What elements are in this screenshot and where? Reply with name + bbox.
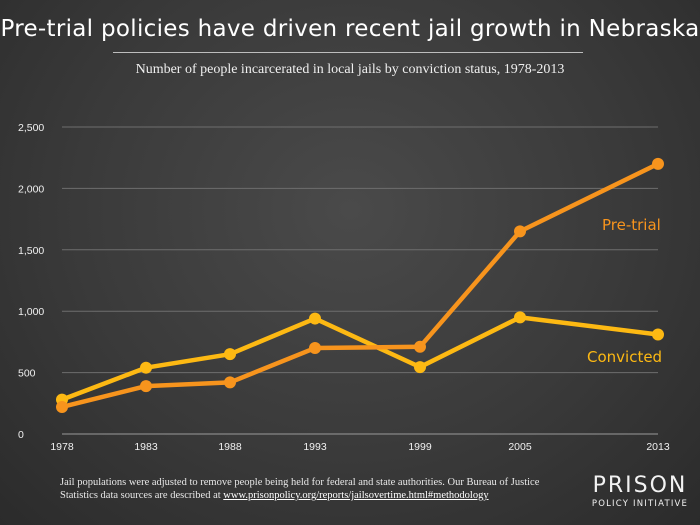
x-tick-label: 2005 xyxy=(508,441,532,453)
x-tick-label: 1988 xyxy=(218,441,242,453)
data-point-pre-trial xyxy=(224,376,236,389)
title-divider xyxy=(113,52,583,53)
y-tick-label: 2,500 xyxy=(18,122,44,134)
x-tick-label: 2013 xyxy=(646,441,670,453)
data-point-pre-trial xyxy=(514,225,526,238)
x-tick-label: 1978 xyxy=(50,441,74,453)
footer-line-2: Statistics data sources are described at… xyxy=(60,489,580,502)
data-point-convicted xyxy=(224,348,236,361)
data-point-pre-trial xyxy=(652,157,664,170)
data-point-convicted xyxy=(140,361,152,374)
footer-note: Jail populations were adjusted to remove… xyxy=(60,476,580,502)
data-point-convicted xyxy=(309,312,321,325)
y-tick-label: 0 xyxy=(18,429,24,441)
series-line-pre-trial xyxy=(61,161,659,410)
data-point-pre-trial xyxy=(309,342,321,355)
footer-line-2-prefix: Statistics data sources are described at xyxy=(60,490,224,501)
data-point-convicted xyxy=(514,311,526,324)
series-label-convicted: Convicted xyxy=(587,348,662,366)
series-label-pre-trial: Pre-trial xyxy=(602,216,661,234)
x-tick-label: 1983 xyxy=(134,441,158,453)
data-point-pre-trial xyxy=(56,400,68,413)
prison-policy-logo: PRISON POLICY INITIATIVE xyxy=(590,473,690,510)
data-point-pre-trial xyxy=(140,380,152,393)
chart-subtitle: Number of people incarcerated in local j… xyxy=(135,62,565,77)
data-point-pre-trial xyxy=(414,340,426,353)
logo-text-policy-initiative: POLICY INITIATIVE xyxy=(591,499,689,509)
methodology-link[interactable]: www.prisonpolicy.org/reports/jailsoverti… xyxy=(223,490,489,501)
y-tick-label: 1,000 xyxy=(18,306,44,318)
x-tick-label: 1999 xyxy=(408,441,432,453)
data-point-convicted xyxy=(414,361,426,374)
data-point-convicted xyxy=(652,328,664,341)
logo-text-prison: PRISON xyxy=(592,473,688,498)
y-tick-label: 1,500 xyxy=(18,245,44,257)
y-tick-label: 2,000 xyxy=(18,183,44,195)
y-tick-label: 500 xyxy=(18,368,36,380)
footer-line-1: Jail populations were adjusted to remove… xyxy=(60,477,540,488)
x-tick-label: 1993 xyxy=(303,441,327,453)
chart-title: Pre-trial policies have driven recent ja… xyxy=(0,16,700,42)
